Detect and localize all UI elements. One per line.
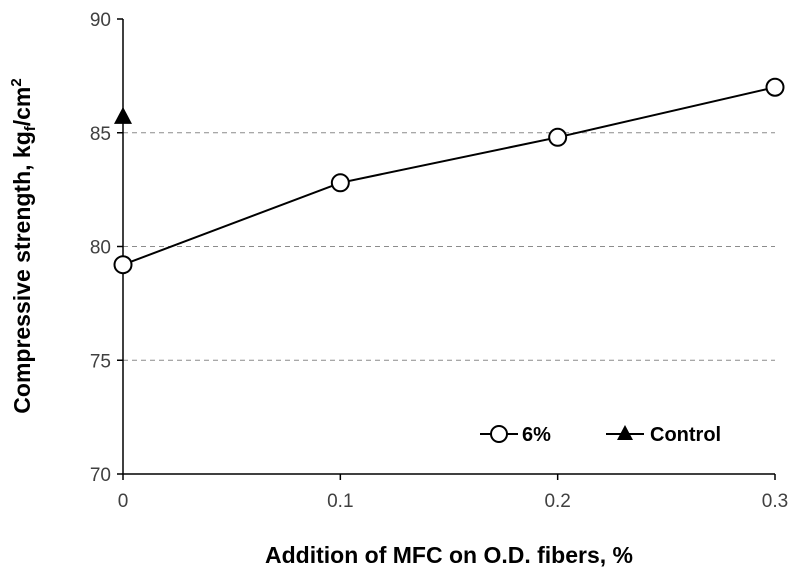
point-6pct-3 [765, 77, 785, 97]
legend-marker-control [617, 425, 633, 440]
y-tick-label-70: 70 [90, 465, 111, 486]
point-6pct-0 [113, 255, 133, 275]
y-axis-title-superscript: 2 [8, 78, 25, 86]
point-control-0 [114, 106, 132, 124]
x-tick-label-0: 0 [118, 491, 129, 512]
y-tick-label-90: 90 [90, 10, 111, 31]
legend-item-6pct: 6% [480, 424, 551, 446]
x-axis-title: Addition of MFC on O.D. fibers, % [265, 542, 633, 568]
series-line-6pct [122, 86, 776, 266]
grid-lines [123, 132, 775, 361]
x-tick-label-3: 0.3 [762, 491, 788, 512]
y-axis-title-tail: /cm [9, 87, 35, 127]
point-6pct-2 [548, 127, 568, 147]
x-ticks: 0 0.1 0.2 0.3 [118, 474, 788, 512]
x-tick-label-1: 0.1 [327, 491, 353, 512]
legend-item-control: Control [606, 424, 721, 446]
y-tick-label-75: 75 [90, 351, 111, 372]
legend-label-control: Control [650, 424, 721, 446]
y-axis-title: Compressive strength, kgf/cm2 [8, 78, 39, 413]
y-tick-label-80: 80 [90, 238, 111, 259]
y-axis-title-subscript: f [22, 125, 39, 131]
legend: 6% Control [480, 424, 721, 446]
y-axis-title-main: Compressive strength, kg [9, 131, 35, 413]
legend-marker-6pct [490, 425, 508, 443]
point-6pct-1 [330, 173, 350, 193]
x-tick-label-2: 0.2 [544, 491, 570, 512]
legend-label-6pct: 6% [522, 424, 551, 446]
series-group [113, 77, 785, 275]
y-ticks: 70 75 80 85 90 [90, 10, 123, 486]
y-tick-label-85: 85 [90, 124, 111, 145]
